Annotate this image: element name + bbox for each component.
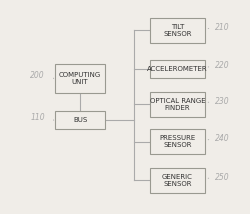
Text: 230: 230 — [215, 97, 230, 106]
Text: 250: 250 — [215, 172, 230, 182]
Text: GENERIC
SENSOR: GENERIC SENSOR — [162, 174, 193, 187]
Text: PRESSURE
SENSOR: PRESSURE SENSOR — [160, 135, 196, 148]
Text: 240: 240 — [215, 134, 230, 143]
Text: OPTICAL RANGE
FINDER: OPTICAL RANGE FINDER — [150, 98, 205, 111]
Text: 220: 220 — [215, 61, 230, 70]
FancyBboxPatch shape — [150, 129, 205, 154]
FancyBboxPatch shape — [150, 168, 205, 193]
Text: TILT
SENSOR: TILT SENSOR — [163, 24, 192, 37]
FancyBboxPatch shape — [55, 111, 105, 129]
Text: 210: 210 — [215, 23, 230, 32]
Text: 200: 200 — [30, 71, 45, 80]
FancyBboxPatch shape — [150, 18, 205, 43]
FancyBboxPatch shape — [150, 92, 205, 117]
Text: BUS: BUS — [73, 117, 87, 123]
FancyBboxPatch shape — [150, 60, 205, 78]
FancyBboxPatch shape — [55, 64, 105, 93]
Text: COMPUTING
UNIT: COMPUTING UNIT — [59, 72, 101, 85]
Text: 110: 110 — [30, 113, 45, 122]
Text: ACCELEROMETER: ACCELEROMETER — [147, 66, 208, 72]
